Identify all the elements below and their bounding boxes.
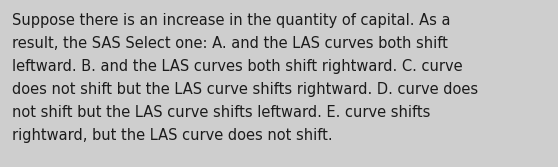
Text: not shift but the LAS curve shifts leftward. E. curve shifts: not shift but the LAS curve shifts leftw… — [12, 105, 430, 120]
Text: result, the SAS Select one: A. and the LAS curves both shift: result, the SAS Select one: A. and the L… — [12, 36, 448, 51]
Text: rightward, but the LAS curve does not shift.: rightward, but the LAS curve does not sh… — [12, 128, 333, 143]
Text: leftward. B. and the LAS curves both shift rightward. C. curve: leftward. B. and the LAS curves both shi… — [12, 59, 463, 74]
Text: does not shift but the LAS curve shifts rightward. D. curve does: does not shift but the LAS curve shifts … — [12, 82, 478, 97]
Text: Suppose there is an increase in the quantity of capital. As a: Suppose there is an increase in the quan… — [12, 13, 450, 28]
